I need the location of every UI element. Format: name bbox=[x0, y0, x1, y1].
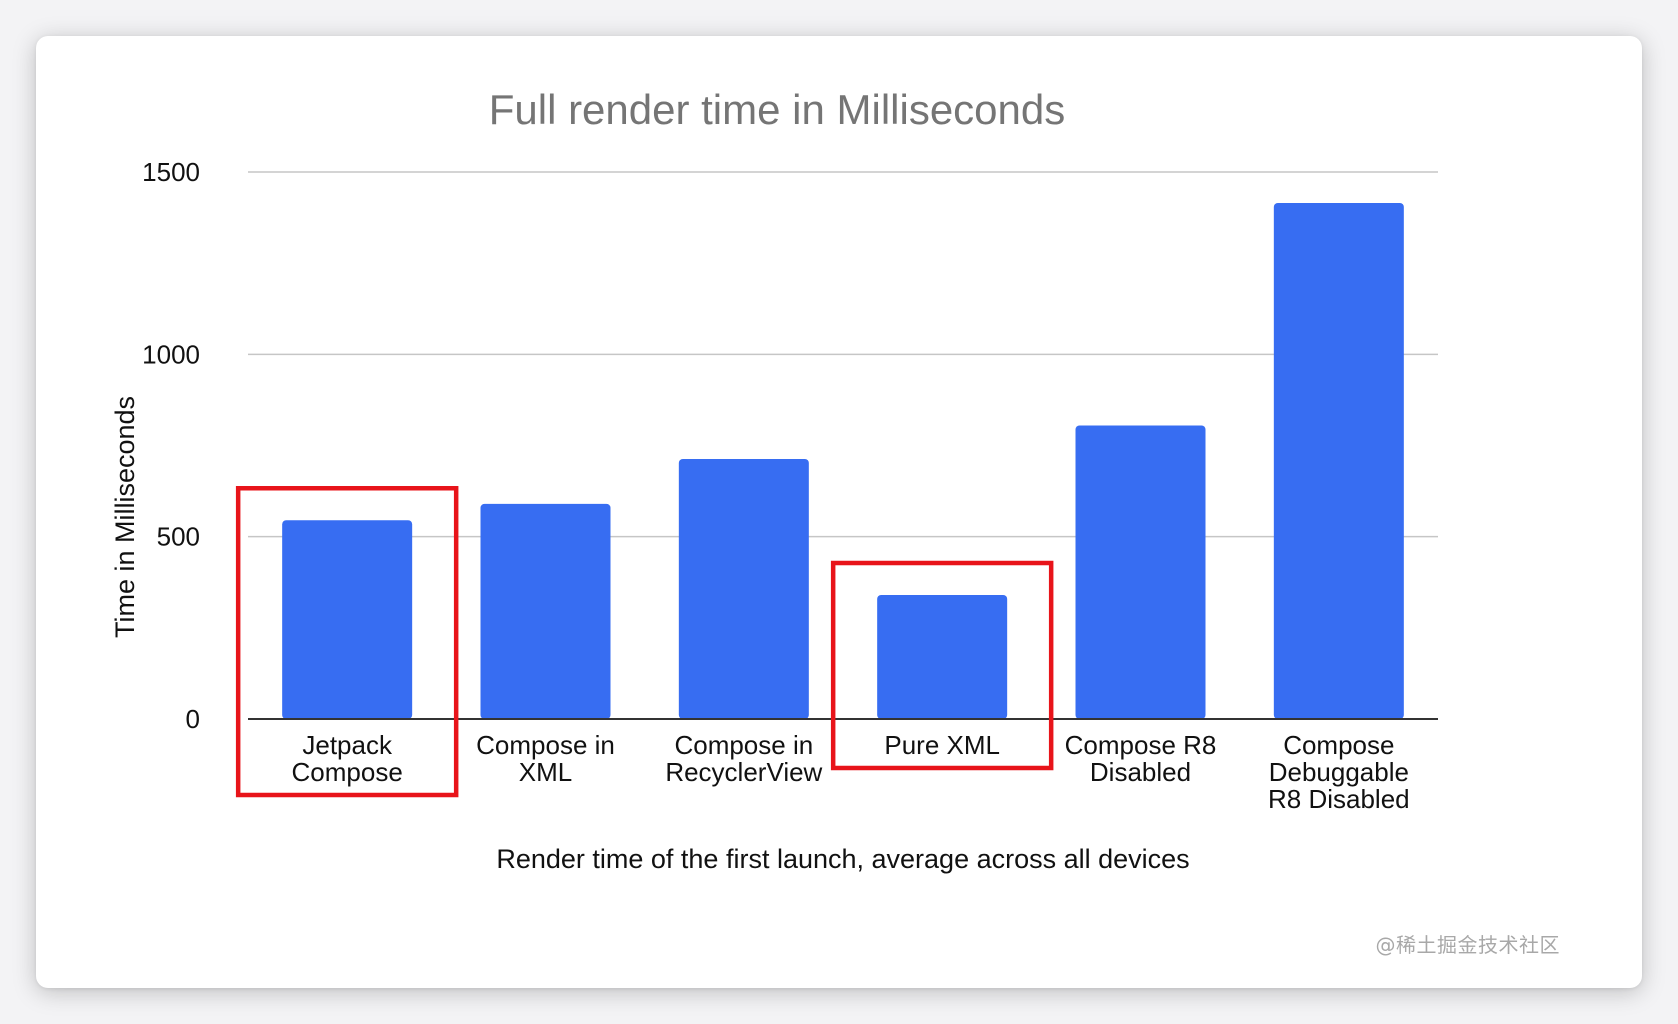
x-tick-label: Pure XML bbox=[884, 730, 1000, 760]
bar bbox=[877, 595, 1008, 719]
bar bbox=[678, 458, 809, 719]
watermark: @稀土掘金技术社区 bbox=[1375, 933, 1560, 957]
y-axis-label: Time in Milliseconds bbox=[110, 396, 140, 638]
chart-title: Full render time in Milliseconds bbox=[489, 86, 1066, 133]
y-tick-label: 500 bbox=[157, 522, 200, 552]
x-tick-label: Compose R8 Disabled bbox=[1065, 730, 1217, 787]
bars bbox=[282, 202, 1404, 719]
gridlines bbox=[248, 171, 1438, 538]
y-tick-label: 0 bbox=[186, 704, 200, 734]
chart-card: 0 500 1000 1500 Jetpack Compose Compose in XML C… bbox=[36, 36, 1642, 988]
bar-chart: 0 500 1000 1500 Jetpack Compose Compose in XML C… bbox=[110, 86, 1438, 874]
bar bbox=[480, 503, 611, 719]
highlight-box bbox=[830, 560, 1054, 771]
highlight-box bbox=[235, 486, 459, 798]
bar bbox=[1075, 425, 1206, 719]
highlight-boxes bbox=[235, 486, 1054, 798]
y-tick-label: 1000 bbox=[142, 339, 200, 369]
x-tick-label: Compose in XML bbox=[476, 730, 615, 787]
axes: 0 500 1000 1500 Jetpack Compose Compose in XML C… bbox=[142, 157, 1438, 814]
y-tick-label: 1500 bbox=[142, 157, 200, 187]
x-tick-label: Jetpack Compose bbox=[292, 730, 403, 787]
x-axis-label: Render time of the first launch, average… bbox=[496, 844, 1189, 874]
bar bbox=[282, 520, 413, 719]
x-tick-label: Compose in RecyclerView bbox=[665, 730, 822, 787]
x-tick-label: Compose Debuggable R8 Disabled bbox=[1268, 730, 1410, 814]
bar bbox=[1273, 202, 1404, 719]
